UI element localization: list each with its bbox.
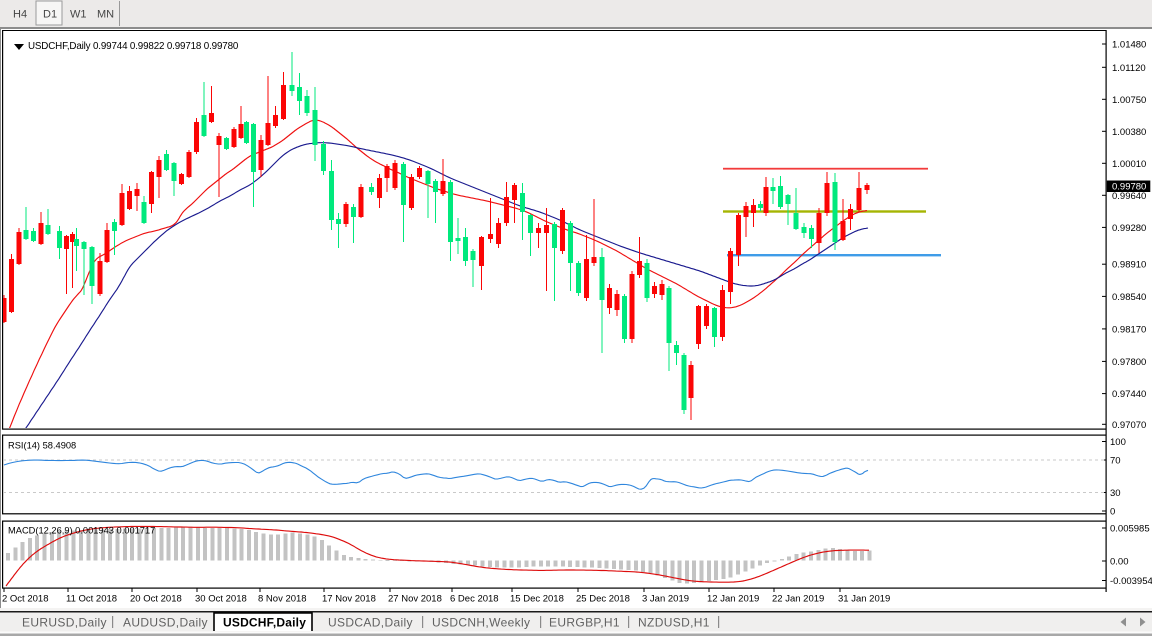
svg-text:22 Jan 2019: 22 Jan 2019 bbox=[772, 594, 824, 605]
svg-text:27 Nov 2018: 27 Nov 2018 bbox=[388, 594, 442, 605]
svg-text:D1: D1 bbox=[43, 9, 57, 21]
svg-text:H4: H4 bbox=[13, 9, 27, 21]
svg-text:15 Dec 2018: 15 Dec 2018 bbox=[510, 594, 564, 605]
svg-text:1.01120: 1.01120 bbox=[1112, 63, 1146, 74]
svg-text:6 Dec 2018: 6 Dec 2018 bbox=[450, 594, 499, 605]
svg-text:0.98170: 0.98170 bbox=[1112, 324, 1146, 335]
svg-text:EURGBP,H1: EURGBP,H1 bbox=[549, 616, 620, 630]
svg-text:11 Oct 2018: 11 Oct 2018 bbox=[66, 594, 117, 605]
svg-text:MACD(12,26,9) 0.001943 0.00171: MACD(12,26,9) 0.001943 0.001717 bbox=[8, 526, 155, 536]
svg-text:70: 70 bbox=[1110, 456, 1121, 467]
svg-text:0.97440: 0.97440 bbox=[1112, 389, 1146, 400]
svg-text:0.99780: 0.99780 bbox=[1112, 182, 1146, 193]
svg-text:W1: W1 bbox=[70, 9, 87, 21]
svg-text:25 Dec 2018: 25 Dec 2018 bbox=[576, 594, 630, 605]
svg-text:17 Nov 2018: 17 Nov 2018 bbox=[322, 594, 376, 605]
svg-text:20 Oct 2018: 20 Oct 2018 bbox=[130, 594, 182, 605]
svg-text:0.97070: 0.97070 bbox=[1112, 420, 1146, 431]
svg-text:0.99640: 0.99640 bbox=[1112, 191, 1146, 202]
svg-text:30 Oct 2018: 30 Oct 2018 bbox=[195, 594, 247, 605]
svg-text:0.97800: 0.97800 bbox=[1112, 357, 1146, 368]
svg-text:0: 0 bbox=[1110, 507, 1115, 518]
svg-text:MN: MN bbox=[97, 9, 114, 21]
svg-text:12 Jan 2019: 12 Jan 2019 bbox=[707, 594, 759, 605]
svg-text:1.00750: 1.00750 bbox=[1112, 95, 1146, 106]
svg-text:0.99280: 0.99280 bbox=[1112, 223, 1146, 234]
svg-text:USDCHF,Daily: USDCHF,Daily bbox=[223, 616, 306, 630]
svg-text:8 Nov 2018: 8 Nov 2018 bbox=[258, 594, 307, 605]
svg-text:USDCNH,Weekly: USDCNH,Weekly bbox=[432, 616, 530, 630]
svg-text:2 Oct 2018: 2 Oct 2018 bbox=[2, 594, 48, 605]
svg-text:0.98540: 0.98540 bbox=[1112, 292, 1146, 303]
svg-text:0.00: 0.00 bbox=[1110, 557, 1129, 568]
svg-text:1.01480: 1.01480 bbox=[1112, 40, 1146, 51]
svg-text:30: 30 bbox=[1110, 488, 1121, 499]
svg-text:AUDUSD,Daily: AUDUSD,Daily bbox=[123, 616, 208, 630]
svg-text:RSI(14) 58.4908: RSI(14) 58.4908 bbox=[8, 441, 76, 451]
svg-text:USDCHF,Daily 0.99744 0.99822: USDCHF,Daily 0.99744 0.99822 0.99718 0.9… bbox=[28, 41, 239, 52]
svg-text:0.98910: 0.98910 bbox=[1112, 260, 1146, 271]
svg-text:3 Jan 2019: 3 Jan 2019 bbox=[642, 594, 689, 605]
svg-text:1.00010: 1.00010 bbox=[1112, 159, 1146, 170]
svg-text:USDCAD,Daily: USDCAD,Daily bbox=[328, 616, 413, 630]
svg-text:31 Jan 2019: 31 Jan 2019 bbox=[838, 594, 890, 605]
svg-text:100: 100 bbox=[1110, 437, 1126, 448]
svg-text:0.005985: 0.005985 bbox=[1110, 524, 1150, 535]
svg-text:NZDUSD,H1: NZDUSD,H1 bbox=[638, 616, 710, 630]
svg-text:EURUSD,Daily: EURUSD,Daily bbox=[22, 616, 107, 630]
svg-text:1.00380: 1.00380 bbox=[1112, 127, 1146, 138]
svg-text:-0.003954: -0.003954 bbox=[1110, 576, 1152, 587]
